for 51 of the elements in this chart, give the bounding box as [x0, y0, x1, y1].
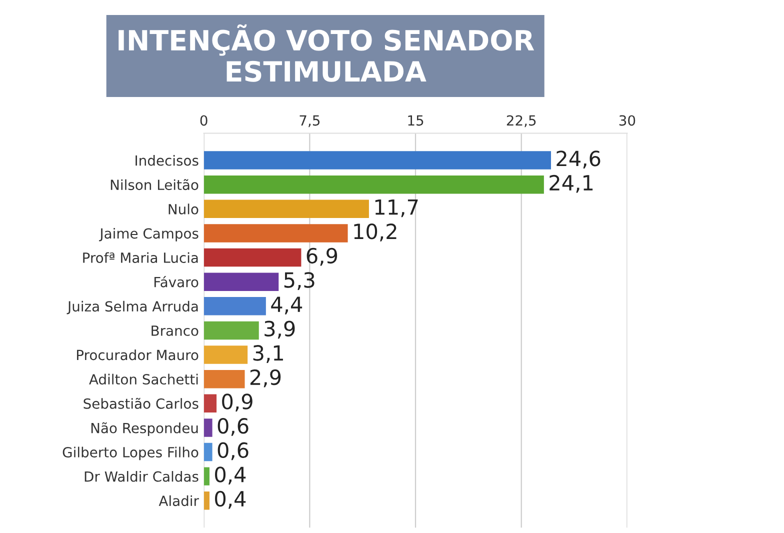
x-tick-label: 15: [408, 115, 424, 126]
y-tick-label: Dr Waldir Caldas: [84, 471, 198, 482]
data-label: 0,4: [215, 490, 246, 509]
bar: [204, 442, 212, 462]
bar: [204, 175, 544, 194]
data-label: 0,9: [222, 394, 252, 412]
y-tick-label: Branco: [152, 326, 198, 336]
bar: [204, 346, 248, 364]
y-tick-label: Adilton Sachetti: [89, 374, 198, 385]
y-tick-label: Sebastião Carlos: [84, 398, 198, 409]
bar: [204, 248, 302, 267]
bar: [204, 151, 551, 170]
y-tick-label: Gilberto Lopes Filho: [62, 446, 198, 460]
data-label: 2,9: [250, 369, 281, 388]
bar: [204, 224, 348, 242]
bar: [204, 467, 210, 486]
x-tick-label: 22,5: [506, 115, 536, 128]
bar: [204, 272, 279, 291]
y-tick-label: Procurador Mauro: [77, 349, 198, 360]
data-label: 6,9: [306, 248, 338, 266]
y-tick-label: Juiza Selma Arruda: [66, 300, 198, 314]
y-tick-label: Fávaro: [154, 276, 198, 288]
y-tick-label: Jaime Campos: [99, 228, 198, 242]
data-label: 5,3: [284, 272, 314, 290]
bar: [204, 492, 210, 510]
bar: [204, 370, 245, 388]
data-label: 4,4: [271, 296, 302, 314]
bar: [204, 394, 217, 413]
data-label: 24,1: [550, 174, 593, 193]
bar: [204, 200, 369, 218]
y-tick-label: Não Respondeu: [91, 422, 198, 436]
y-tick-label: Nulo: [168, 204, 198, 214]
bar: [204, 321, 259, 340]
x-tick-label: 30: [619, 115, 636, 126]
data-label: 0,6: [218, 442, 248, 460]
bar: [204, 418, 212, 437]
y-tick-label: Indecisos: [136, 155, 198, 166]
x-tick-label: 0: [200, 115, 208, 126]
y-tick-label: Nilson Leitão: [110, 179, 198, 190]
data-label: 11,7: [375, 199, 418, 218]
x-tick-label: 7,5: [300, 115, 320, 128]
data-label: 0,6: [218, 418, 248, 436]
y-tick-label: Profª Maria Lucia: [83, 252, 198, 264]
y-tick-label: Aladir: [158, 495, 199, 506]
data-label: 0,4: [215, 466, 246, 484]
data-label: 3,9: [264, 320, 295, 339]
data-label: 3,1: [253, 345, 283, 363]
data-label: 10,2: [354, 224, 396, 242]
chart-title: INTENÇÃO VOTO SENADOR ESTIMULADA: [118, 24, 534, 82]
bar: [204, 297, 266, 316]
data-label: 24,6: [556, 150, 600, 168]
